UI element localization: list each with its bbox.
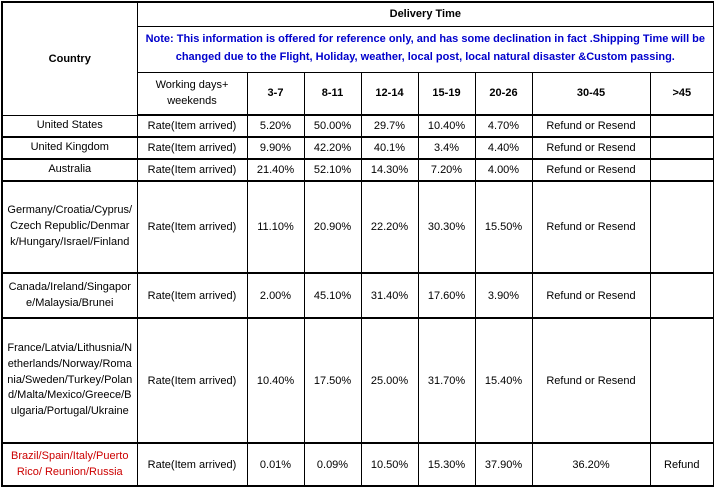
value-cell: 42.20% — [303, 136, 362, 160]
value-cell: 45.10% — [303, 272, 362, 319]
table-row: Australia Rate(Item arrived) 21.40% 52.1… — [1, 158, 714, 182]
day-range-header: 15-19 — [417, 71, 476, 116]
value-cell: 31.40% — [360, 272, 419, 319]
value-cell: 0.09% — [303, 442, 362, 487]
table-row: France/Latvia/Lithusnia/Netherlands/Norw… — [1, 317, 714, 444]
country-cell: Brazil/Spain/Italy/Puerto Rico/ Reunion/… — [1, 442, 138, 487]
rate-label-cell: Rate(Item arrived) — [136, 317, 248, 444]
refund-policy-cell: 36.20% — [531, 442, 651, 487]
value-cell — [649, 272, 714, 319]
value-cell: 25.00% — [360, 317, 419, 444]
value-cell: 31.70% — [417, 317, 476, 444]
refund-policy-cell: Refund or Resend — [531, 317, 651, 444]
rate-label-cell: Rate(Item arrived) — [136, 180, 248, 274]
value-cell: 14.30% — [360, 158, 419, 182]
working-days-header: Working days+ weekends — [136, 71, 248, 116]
table-row: United Kingdom Rate(Item arrived) 9.90% … — [1, 136, 714, 160]
country-cell: France/Latvia/Lithusnia/Netherlands/Norw… — [1, 317, 138, 444]
day-range-header: 30-45 — [531, 71, 651, 116]
day-range-header: 20-26 — [474, 71, 533, 116]
value-cell: 50.00% — [303, 114, 362, 138]
rate-label-cell: Rate(Item arrived) — [136, 158, 248, 182]
title-row: Country Delivery Time — [1, 1, 714, 116]
value-cell — [649, 158, 714, 182]
country-cell: Australia — [1, 158, 138, 182]
rate-label-cell: Rate(Item arrived) — [136, 136, 248, 160]
table-row: Germany/Croatia/Cyprus/Czech Republic/De… — [1, 180, 714, 274]
day-range-header: 3-7 — [246, 71, 305, 116]
note-row: Note: This information is offered for re… — [2, 25, 714, 73]
value-cell: 17.60% — [417, 272, 476, 319]
country-column-header: Country — [1, 1, 138, 116]
value-cell — [649, 317, 714, 444]
value-cell: 10.40% — [417, 114, 476, 138]
refund-policy-cell: Refund or Resend — [531, 158, 651, 182]
value-cell: 20.90% — [303, 180, 362, 274]
table-row: United States Rate(Item arrived) 5.20% 5… — [1, 114, 714, 138]
day-range-header: >45 — [649, 71, 714, 116]
country-cell: Germany/Croatia/Cyprus/Czech Republic/De… — [1, 180, 138, 274]
value-cell: 22.20% — [360, 180, 419, 274]
value-cell: 4.00% — [474, 158, 533, 182]
value-cell: 15.40% — [474, 317, 533, 444]
country-cell: Canada/Ireland/Singapore/Malaysia/Brunei — [1, 272, 138, 319]
value-cell: 3.4% — [417, 136, 476, 160]
value-cell: 7.20% — [417, 158, 476, 182]
refund-policy-cell: Refund or Resend — [531, 114, 651, 138]
value-cell: 15.50% — [474, 180, 533, 274]
table-row: Brazil/Spain/Italy/Puerto Rico/ Reunion/… — [1, 442, 714, 487]
refund-policy-cell: Refund or Resend — [531, 180, 651, 274]
refund-policy-cell: Refund or Resend — [531, 272, 651, 319]
value-cell — [649, 136, 714, 160]
value-cell: 17.50% — [303, 317, 362, 444]
value-cell: 37.90% — [474, 442, 533, 487]
country-cell: United Kingdom — [1, 136, 138, 160]
column-header-row: Working days+ weekends 3-7 8-11 12-14 15… — [2, 71, 714, 116]
rate-label-cell: Rate(Item arrived) — [136, 272, 248, 319]
value-cell: 30.30% — [417, 180, 476, 274]
country-cell: United States — [1, 114, 138, 138]
table-title: Delivery Time — [136, 1, 714, 27]
value-cell: 52.10% — [303, 158, 362, 182]
value-cell: 4.70% — [474, 114, 533, 138]
value-cell: 9.90% — [246, 136, 305, 160]
value-cell: 3.90% — [474, 272, 533, 319]
table-row: Canada/Ireland/Singapore/Malaysia/Brunei… — [1, 272, 714, 319]
value-cell — [649, 180, 714, 274]
value-cell: 5.20% — [246, 114, 305, 138]
day-range-header: 8-11 — [303, 71, 362, 116]
value-cell: 4.40% — [474, 136, 533, 160]
value-cell: 10.50% — [360, 442, 419, 487]
value-cell: 11.10% — [246, 180, 305, 274]
rate-label-cell: Rate(Item arrived) — [136, 442, 248, 487]
value-cell: 40.1% — [360, 136, 419, 160]
note-text: Note: This information is offered for re… — [136, 25, 714, 73]
value-cell — [649, 114, 714, 138]
value-cell: 0.01% — [246, 442, 305, 487]
refund-policy-cell: Refund or Resend — [531, 136, 651, 160]
value-cell: 2.00% — [246, 272, 305, 319]
refund-policy-cell: Refund — [649, 442, 714, 487]
value-cell: 10.40% — [246, 317, 305, 444]
value-cell: 15.30% — [417, 442, 476, 487]
day-range-header: 12-14 — [360, 71, 419, 116]
value-cell: 21.40% — [246, 158, 305, 182]
rate-label-cell: Rate(Item arrived) — [136, 114, 248, 138]
value-cell: 29.7% — [360, 114, 419, 138]
